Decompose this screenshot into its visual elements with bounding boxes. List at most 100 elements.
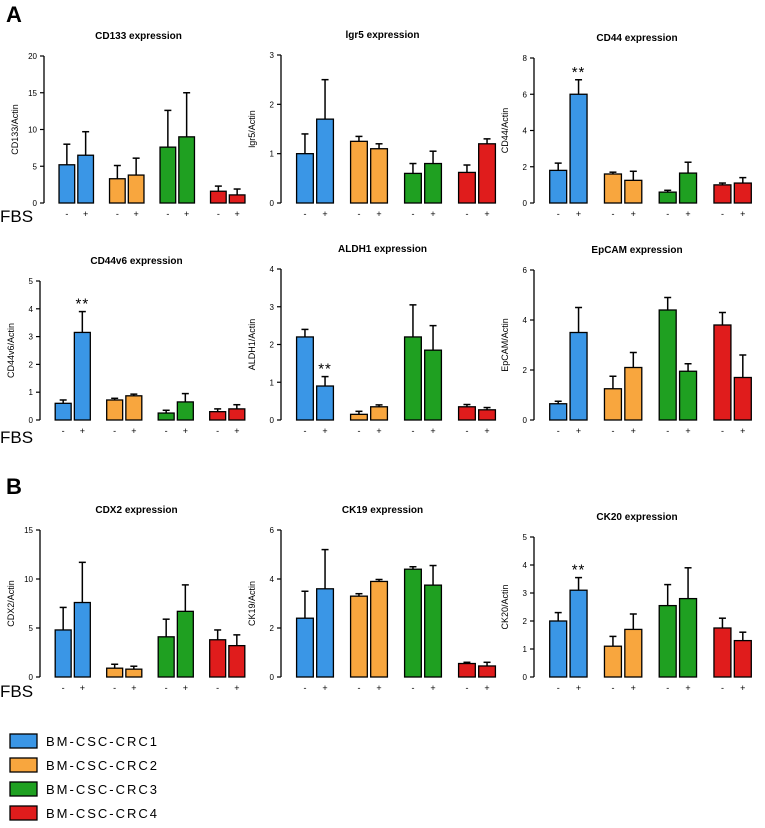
y-tick-label: 3 [29,333,34,342]
significance-marker: ** [318,361,332,378]
x-tick-label: + [430,426,435,436]
x-tick-label: + [80,426,85,436]
x-tick-label: - [611,683,614,693]
x-tick-label: + [134,209,139,219]
bar-bm-csc-crc2-minus [349,413,368,421]
y-axis-label: EpCAM/Actin [500,318,510,372]
chart-7: CDX2 expression CDX2/Actin 0 5 10 15 - + - + - + - + [6,505,246,693]
bar-bm-csc-crc1-plus [316,588,335,678]
y-tick-label: 1 [523,645,528,654]
x-tick-label: - [113,683,116,693]
legend-swatch-crc4 [9,805,38,821]
x-tick-label: + [430,683,435,693]
x-tick-label: - [666,683,669,693]
x-tick-label: + [183,426,188,436]
x-tick-label: - [303,209,306,219]
legend-item-crc2: BM-CSC-CRC2 [9,757,159,773]
chart-title: CDX2 expression [95,505,177,516]
x-tick-label: + [740,426,745,436]
x-tick-label: + [376,209,381,219]
x-tick-label: + [740,209,745,219]
x-tick-label: - [65,209,68,219]
panel-label-b: B [6,474,22,499]
legend-label-crc1: BM-CSC-CRC1 [46,734,159,749]
bar-bm-csc-crc3-plus [424,349,443,421]
bar-bm-csc-crc1-minus [54,629,72,678]
legend-label-crc2: BM-CSC-CRC2 [46,758,159,773]
y-tick-label: 5 [29,624,34,633]
x-tick-label: + [376,683,381,693]
bar-bm-csc-crc1-minus [295,153,314,204]
bar-bm-csc-crc3-plus [424,584,443,678]
x-tick-label: + [430,209,435,219]
bar-bm-csc-crc2-plus [624,179,643,204]
y-tick-label: 2 [29,360,34,369]
x-tick-label: - [611,426,614,436]
y-axis-label: ALDH1/Actin [247,319,257,371]
bar-bm-csc-crc2-plus [624,366,643,421]
y-axis-label: CD44/Actin [500,108,510,154]
x-tick-label: + [183,683,188,693]
bar-bm-csc-crc4-plus [733,639,752,678]
y-tick-label: 2 [523,617,528,626]
bar-bm-csc-crc3-plus [678,172,698,204]
y-tick-label: 2 [270,341,275,350]
x-tick-label: + [83,209,88,219]
x-tick-label: - [557,683,560,693]
chart-title: ALDH1 expression [338,244,427,255]
y-tick-label: 0 [270,416,275,425]
chart-5: ALDH1 expression ALDH1/Actin 0 1 2 3 4 - + - + - + - +… [247,244,497,436]
bar-bm-csc-crc3-minus [403,336,422,421]
bar-bm-csc-crc3-minus [157,636,175,678]
chart-title: CK20 expression [596,512,677,523]
fbs-label-row3: FBS [0,682,33,701]
bar-bm-csc-crc3-minus [403,172,422,204]
x-tick-label: + [234,426,239,436]
y-tick-label: 0 [29,673,34,682]
x-tick-label: - [666,209,669,219]
bar-bm-csc-crc2-plus [125,395,143,421]
bar-bm-csc-crc4-minus [713,184,732,204]
x-tick-label: + [80,683,85,693]
x-tick-label: + [322,209,327,219]
bar-bm-csc-crc4-plus [478,665,497,678]
x-tick-label: - [113,426,116,436]
bar-bm-csc-crc1-plus [316,118,335,204]
y-tick-label: 1 [270,150,275,159]
bar-bm-csc-crc4-plus [733,182,752,204]
y-tick-label: 10 [28,126,37,135]
legend-item-crc3: BM-CSC-CRC3 [9,781,157,797]
x-tick-label: - [303,426,306,436]
bar-bm-csc-crc3-plus [178,136,196,204]
x-tick-label: - [357,683,360,693]
bar-bm-csc-crc1-plus [73,331,91,421]
y-axis-label: CD133/Actin [10,104,20,155]
y-axis-label: CK19/Actin [247,581,257,626]
y-tick-label: 3 [523,589,528,598]
legend: BM-CSC-CRC1 BM-CSC-CRC2 BM-CSC-CRC3 BM-C… [9,733,159,821]
bar-bm-csc-crc4-minus [457,662,476,678]
bar-bm-csc-crc4-plus [478,409,497,421]
bar-bm-csc-crc3-minus [658,309,677,421]
bar-bm-csc-crc1-minus [549,403,568,421]
legend-swatch-crc2 [9,757,38,773]
x-tick-label: + [576,426,581,436]
bar-bm-csc-crc4-minus [457,406,476,421]
y-tick-label: 3 [270,51,275,60]
y-tick-label: 15 [24,526,33,535]
bar-bm-csc-crc2-plus [370,148,389,204]
bar-bm-csc-crc4-minus [209,411,227,421]
bar-bm-csc-crc3-plus [176,610,194,678]
y-tick-label: 2 [270,100,275,109]
chart-1: CD133 expression CD133/Actin 0 5 10 15 20 - + - + -… [10,31,246,219]
chart-9: CK20 expression CK20/Actin 0 1 2 3 4 5 - + - + - + - + *… [500,512,752,693]
bar-bm-csc-crc4-minus [713,627,732,678]
bar-bm-csc-crc1-plus [569,331,588,421]
bar-bm-csc-crc1-plus [77,154,95,204]
x-tick-label: - [303,683,306,693]
x-tick-label: - [217,209,220,219]
y-tick-label: 10 [24,575,33,584]
bar-bm-csc-crc3-minus [157,412,175,421]
bar-bm-csc-crc1-plus [569,93,588,204]
